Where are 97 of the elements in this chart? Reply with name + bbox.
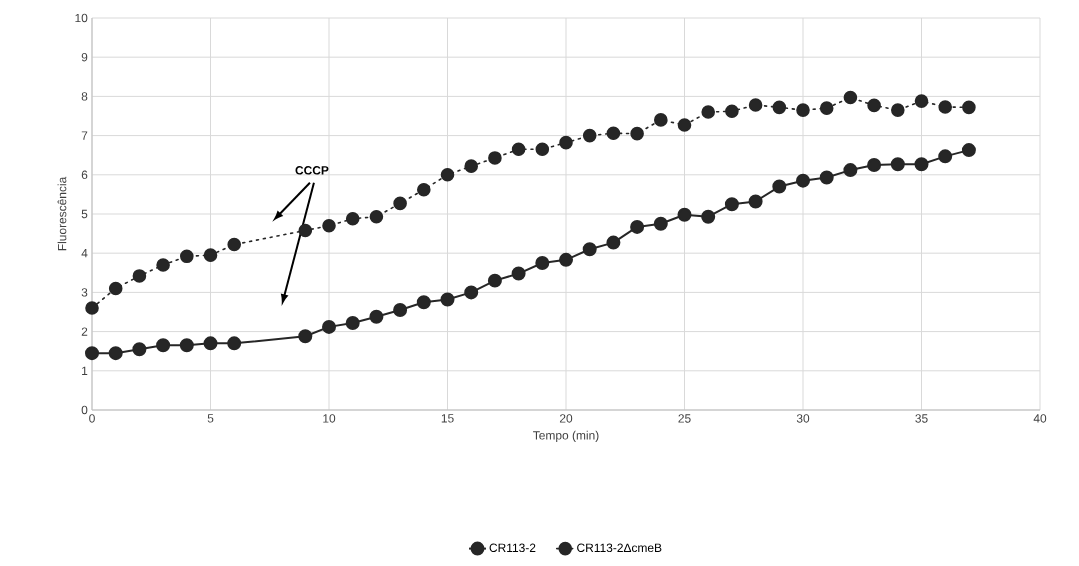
point [322,319,337,334]
point [938,100,953,114]
point [677,118,692,132]
point [559,252,574,267]
point [227,237,242,252]
x-tick-label: 35 [915,414,928,423]
point [322,218,336,233]
point [393,196,407,211]
y-tick-label: 8 [81,92,88,101]
x-tick-label: 25 [678,414,691,423]
point [653,216,668,231]
point [772,100,787,115]
y-tick-label: 3 [81,288,88,297]
point [369,309,384,324]
y-tick-label: 4 [81,249,88,258]
point [559,135,573,150]
legend-label: CR113-2ΔcmeB [577,543,662,552]
point [724,197,739,212]
point [440,167,455,182]
x-tick-label: 0 [89,414,95,423]
point [464,159,479,173]
point [488,151,502,165]
point [582,242,597,257]
point [796,103,810,117]
point [772,179,787,194]
point [369,209,384,224]
y-tick-label: 6 [81,170,88,180]
point [85,301,99,315]
point [606,235,621,250]
point [582,128,597,143]
point [748,98,763,112]
point [511,142,526,157]
x-axis-title: Tempo (min) [533,430,599,442]
point [227,336,242,351]
point [819,101,834,115]
x-tick-label: 30 [796,414,810,423]
point [345,211,360,226]
point [156,258,170,272]
point [203,248,218,262]
point [914,94,929,108]
point [701,105,716,119]
point [487,273,502,288]
x-tick-label: 20 [559,414,573,423]
y-axis-title: Fluorescência [57,176,67,251]
point [535,142,550,157]
y-tick-label: 2 [81,327,88,336]
point [890,157,905,172]
point [843,90,858,105]
point [725,104,739,119]
point [843,163,858,178]
point [180,249,194,264]
point [298,223,313,238]
point [606,126,621,141]
point [393,303,408,318]
point [867,157,882,172]
point [535,255,550,270]
point [108,346,123,361]
y-tick-label: 0 [81,405,88,415]
point [938,149,953,164]
y-tick-label: 9 [81,52,88,62]
point [701,209,716,224]
point [914,157,929,172]
x-tick-label: 40 [1033,414,1047,423]
point [156,338,171,353]
point [464,285,479,300]
point [796,173,811,188]
y-tick-label: 5 [81,209,88,219]
point [961,143,976,158]
y-tick-label: 7 [81,131,88,140]
point [132,342,147,357]
point [630,219,645,234]
annotation: CCCP [295,166,329,175]
x-tick-label: 10 [323,414,336,423]
point [511,266,526,281]
point [962,100,976,115]
point [891,103,905,117]
point [748,194,763,209]
x-tick-label: 15 [441,414,454,423]
point [867,98,881,113]
point [298,329,313,344]
point [203,336,218,351]
point [440,292,455,307]
legend-label: CR113-2 [489,543,536,552]
y-tick-label: 10 [75,13,88,23]
point [417,182,431,197]
x-tick-label: 5 [207,414,214,423]
point [179,338,194,353]
point [85,346,100,361]
point [630,126,644,141]
point [345,315,360,330]
point [108,281,123,296]
point [819,170,834,185]
point [677,207,692,222]
point [416,295,431,310]
y-tick-label: 1 [82,366,88,375]
point [654,113,668,127]
point [132,269,147,283]
